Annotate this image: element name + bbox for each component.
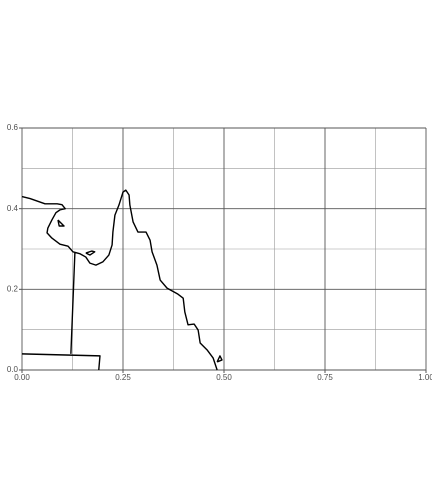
y-tick-label: 0.0 (7, 365, 19, 374)
x-tick-label: 1.00 (418, 373, 432, 382)
x-tick-label: 0.50 (216, 373, 232, 382)
x-tick-label: 0.25 (115, 373, 131, 382)
y-tick-label: 0.4 (7, 204, 19, 213)
line (21, 189, 223, 371)
x-tick-label: 0.75 (317, 373, 333, 382)
y-tick-label: 0.2 (7, 284, 19, 293)
x-tick-label: 0.00 (14, 373, 30, 382)
y-tick-label: 0.6 (7, 123, 19, 132)
